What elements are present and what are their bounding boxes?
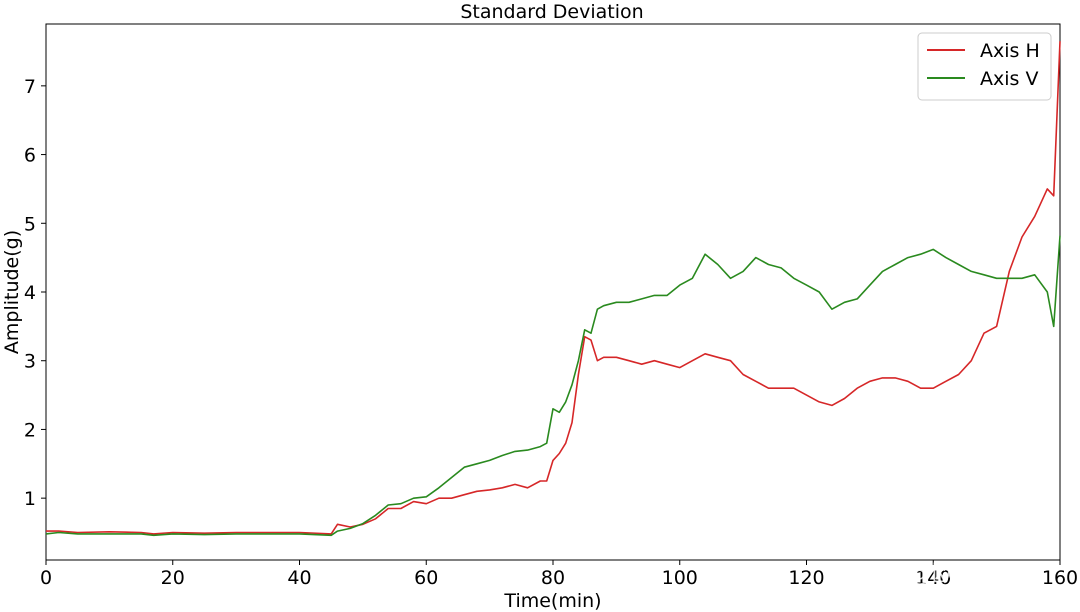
- y-tick-label: 2: [24, 419, 36, 441]
- y-tick-label: 6: [24, 145, 36, 167]
- y-tick-label: 5: [24, 213, 36, 235]
- x-axis-label: Time(min): [503, 590, 601, 612]
- chart-title: Standard Deviation: [460, 1, 643, 23]
- y-tick-label: 3: [24, 351, 36, 373]
- y-tick-label: 7: [24, 76, 36, 98]
- x-tick-label: 60: [414, 567, 438, 589]
- x-tick-label: 80: [541, 567, 565, 589]
- series-line-axis-h: [46, 41, 1061, 535]
- legend: Axis H Axis V: [917, 32, 1052, 101]
- y-tick-label: 4: [24, 282, 36, 304]
- x-tick-label: 40: [287, 567, 311, 589]
- y-axis-label: Amplitude(g): [1, 230, 23, 354]
- y-tick-label: 1: [24, 488, 36, 510]
- series-lines: [45, 41, 1061, 537]
- x-tick-label: 160: [1042, 567, 1078, 589]
- x-tick-label: 0: [40, 567, 52, 589]
- x-tick-label: 20: [161, 567, 185, 589]
- legend-label: Axis V: [980, 68, 1038, 90]
- x-tick-label: 120: [788, 567, 824, 589]
- watermark: 知乎 @欧创科技: [852, 559, 1028, 587]
- legend-label: Axis H: [980, 40, 1040, 62]
- x-tick-label: 100: [662, 567, 698, 589]
- x-axis: 0 20 40 60 80 100 120 140 160: [40, 560, 1078, 589]
- series-line-axis-v: [45, 235, 1061, 537]
- y-axis: 1 2 3 4 5 6 7: [24, 76, 46, 510]
- plot-frame: [45, 23, 1061, 561]
- x-tick-label: 140: [915, 567, 951, 589]
